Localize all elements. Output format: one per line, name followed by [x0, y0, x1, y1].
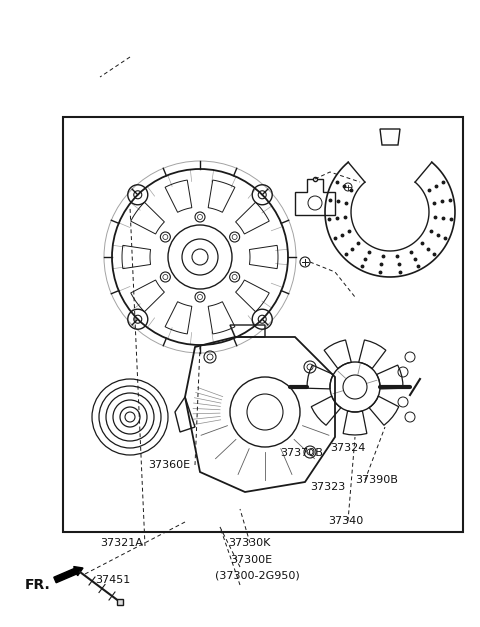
Text: 37370B: 37370B — [280, 448, 323, 458]
Text: 37300E: 37300E — [230, 555, 272, 565]
Bar — [63, 117, 463, 532]
Text: 37451: 37451 — [95, 575, 130, 585]
Text: 37323: 37323 — [310, 482, 345, 492]
Text: 37390B: 37390B — [355, 475, 398, 485]
Text: 37340: 37340 — [328, 516, 363, 526]
Text: 37360E: 37360E — [148, 460, 190, 470]
Text: 37330K: 37330K — [228, 538, 270, 548]
FancyArrow shape — [54, 567, 83, 582]
Text: FR.: FR. — [25, 578, 51, 592]
Text: 37321A: 37321A — [100, 538, 143, 548]
Text: (37300-2G950): (37300-2G950) — [215, 570, 300, 580]
Text: 37324: 37324 — [330, 443, 365, 453]
